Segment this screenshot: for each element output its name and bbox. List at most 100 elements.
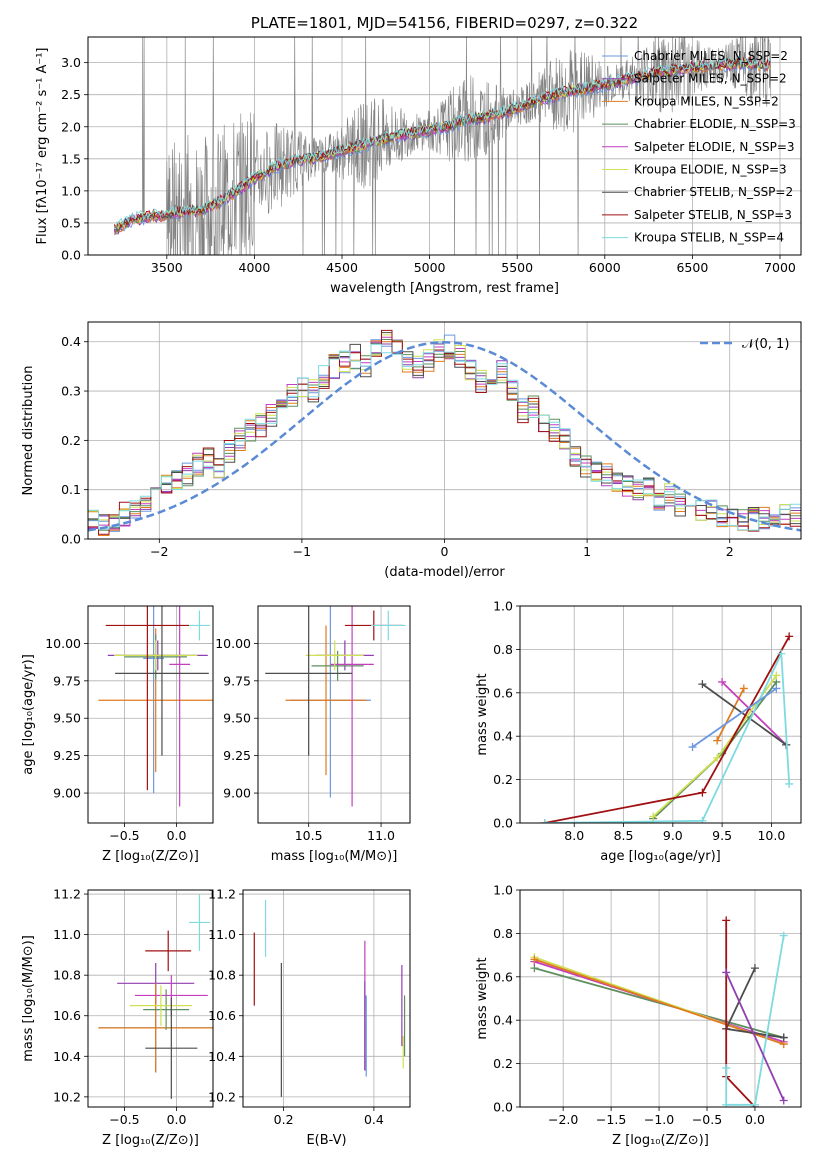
axes-frame <box>519 605 802 824</box>
y-tick-label: 1.0 <box>493 599 513 614</box>
x-tick-label: 4000 <box>239 260 271 275</box>
point-marker <box>785 779 794 788</box>
x-axis-label: (data-model)/error <box>384 565 505 580</box>
y-axis-label: age [log₁₀(age/yr)] <box>21 654 36 775</box>
x-tick-label: 5500 <box>501 260 533 275</box>
y-tick-label: 0.8 <box>493 642 513 657</box>
y-tick-label: 0.4 <box>61 334 81 349</box>
axes-frame <box>87 36 802 256</box>
x-tick-label: 10.0 <box>757 828 785 843</box>
panel-age_vs_Z: −0.5 0.0 9.00 9.25 9.50 9.75 10.00 Z [log₁₀(Z/Z… <box>21 605 214 864</box>
series-line-salpeter-stelib <box>725 920 756 1107</box>
x-tick-label: −1.0 <box>644 1112 674 1127</box>
series-line-chabrier-elodie <box>534 967 784 1039</box>
plot-area <box>540 632 794 823</box>
y-tick-label: 0.2 <box>61 433 81 448</box>
series-line-salpeter-stelib <box>544 635 790 823</box>
point-marker <box>688 743 697 752</box>
y-tick-label: 0.4 <box>493 1013 513 1028</box>
y-tick-label: 1.5 <box>61 151 81 166</box>
series-line-kroupa-miles <box>534 958 784 1045</box>
y-tick-label: 11.2 <box>208 887 236 902</box>
plot-area <box>98 894 213 1099</box>
y-tick-label: 9.00 <box>223 786 251 801</box>
y-tick-label: 0.3 <box>61 384 81 399</box>
x-tick-label: 9.5 <box>712 828 732 843</box>
y-tick-label: 9.25 <box>53 748 81 763</box>
y-tick-label: 0.2 <box>493 1056 513 1071</box>
legend-entry: Kroupa STELIB, N_SSP=4 <box>634 231 784 245</box>
y-axis-label: mass weight <box>475 957 490 1039</box>
legend-entry: Chabrier MILES, N_SSP=2 <box>634 49 788 63</box>
chart-title: PLATE=1801, MJD=54156, FIBERID=0297, z=0… <box>251 14 638 32</box>
legend-entry: Kroupa MILES, N_SSP=2 <box>634 94 779 108</box>
series-line-salpeter-miles <box>725 972 785 1101</box>
histogram-chabrier-stelib <box>88 332 801 529</box>
x-tick-label: −1 <box>293 544 311 559</box>
x-tick-label: −0.5 <box>692 1112 722 1127</box>
y-tick-label: 10.6 <box>208 1008 236 1023</box>
legend-entry: Salpeter MILES, N_SSP=2 <box>634 72 787 86</box>
axes-frame <box>257 605 411 824</box>
point-marker <box>713 753 722 762</box>
series-line-chabrier-miles <box>691 687 777 748</box>
y-tick-label: 10.6 <box>53 1008 81 1023</box>
x-tick-label: 8.0 <box>564 828 584 843</box>
x-axis-label: E(B-V) <box>306 1133 346 1148</box>
point-marker <box>722 1063 731 1072</box>
plot-area <box>265 606 406 807</box>
y-tick-label: 9.50 <box>223 711 251 726</box>
x-tick-label: 3500 <box>151 260 183 275</box>
panel-weight_vs_Z: −2.0 −1.5 −1.0 −0.5 0.0 0.0 0.2 0.4 0.6 0.8 1.0 Z [… <box>475 883 802 1148</box>
series-line-kroupa-stelib <box>725 935 785 1106</box>
y-tick-label: 1.0 <box>61 183 81 198</box>
legend-entry: Chabrier STELIB, N_SSP=2 <box>634 185 793 199</box>
x-tick-label: 0.0 <box>745 1112 765 1127</box>
x-tick-label: 0.0 <box>167 828 187 843</box>
legend-entry: Kroupa ELODIE, N_SSP=3 <box>634 163 787 177</box>
point-marker <box>779 931 788 940</box>
x-tick-label: 10.5 <box>295 828 323 843</box>
x-tick-label: 8.5 <box>614 828 634 843</box>
point-marker <box>739 684 748 693</box>
x-tick-label: −2.0 <box>548 1112 578 1127</box>
axes-frame <box>87 605 214 824</box>
axes-frame <box>242 889 411 1108</box>
point-marker <box>722 968 731 977</box>
x-tick-label: −2 <box>150 544 168 559</box>
normal-curve <box>88 340 801 532</box>
y-tick-label: 10.4 <box>208 1049 236 1064</box>
x-tick-label: 9.0 <box>663 828 683 843</box>
x-axis-label: Z [log₁₀(Z/Z⊙)] <box>102 1133 199 1148</box>
x-tick-label: −0.5 <box>109 1112 139 1127</box>
histogram-kroupa-miles <box>88 340 801 536</box>
legend-entry: Chabrier ELODIE, N_SSP=3 <box>634 117 796 131</box>
histogram-kroupa-stelib <box>88 342 801 531</box>
x-tick-label: 5000 <box>414 260 446 275</box>
panel-weight_vs_age: 8.0 8.5 9.0 9.5 10.0 0.0 0.2 0.4 0.6 0.8 1.0 age [l… <box>475 599 802 864</box>
y-tick-label: 0.6 <box>493 685 513 700</box>
y-tick-label: 0.8 <box>493 926 513 941</box>
x-axis-label: age [log₁₀(age/yr)] <box>600 849 721 864</box>
y-tick-label: 10.2 <box>208 1089 236 1104</box>
plot-area <box>98 606 213 807</box>
x-tick-label: 2 <box>726 544 734 559</box>
panel-mass_vs_Z: −0.5 0.0 10.2 10.4 10.6 10.8 11.0 11.2 Z [log₁₀(… <box>21 887 214 1148</box>
y-tick-label: 2.5 <box>61 87 81 102</box>
y-tick-label: 9.25 <box>223 748 251 763</box>
y-tick-label: 10.00 <box>215 636 251 651</box>
model-spectrum-kroupa-elodie <box>114 57 771 230</box>
y-tick-label: 0.5 <box>61 215 81 230</box>
y-tick-label: 0.0 <box>61 248 81 263</box>
point-marker <box>777 649 786 658</box>
y-tick-label: 10.2 <box>53 1089 81 1104</box>
series-line-kroupa-miles <box>716 688 745 741</box>
y-tick-label: 11.0 <box>208 927 236 942</box>
point-marker <box>698 816 707 823</box>
series-line-chabrier-stelib <box>724 967 784 1039</box>
plot-area <box>530 916 788 1107</box>
y-tick-label: 11.0 <box>53 927 81 942</box>
y-tick-label: 0.2 <box>493 772 513 787</box>
x-axis-label: Z [log₁₀(Z/Z⊙)] <box>102 849 199 864</box>
